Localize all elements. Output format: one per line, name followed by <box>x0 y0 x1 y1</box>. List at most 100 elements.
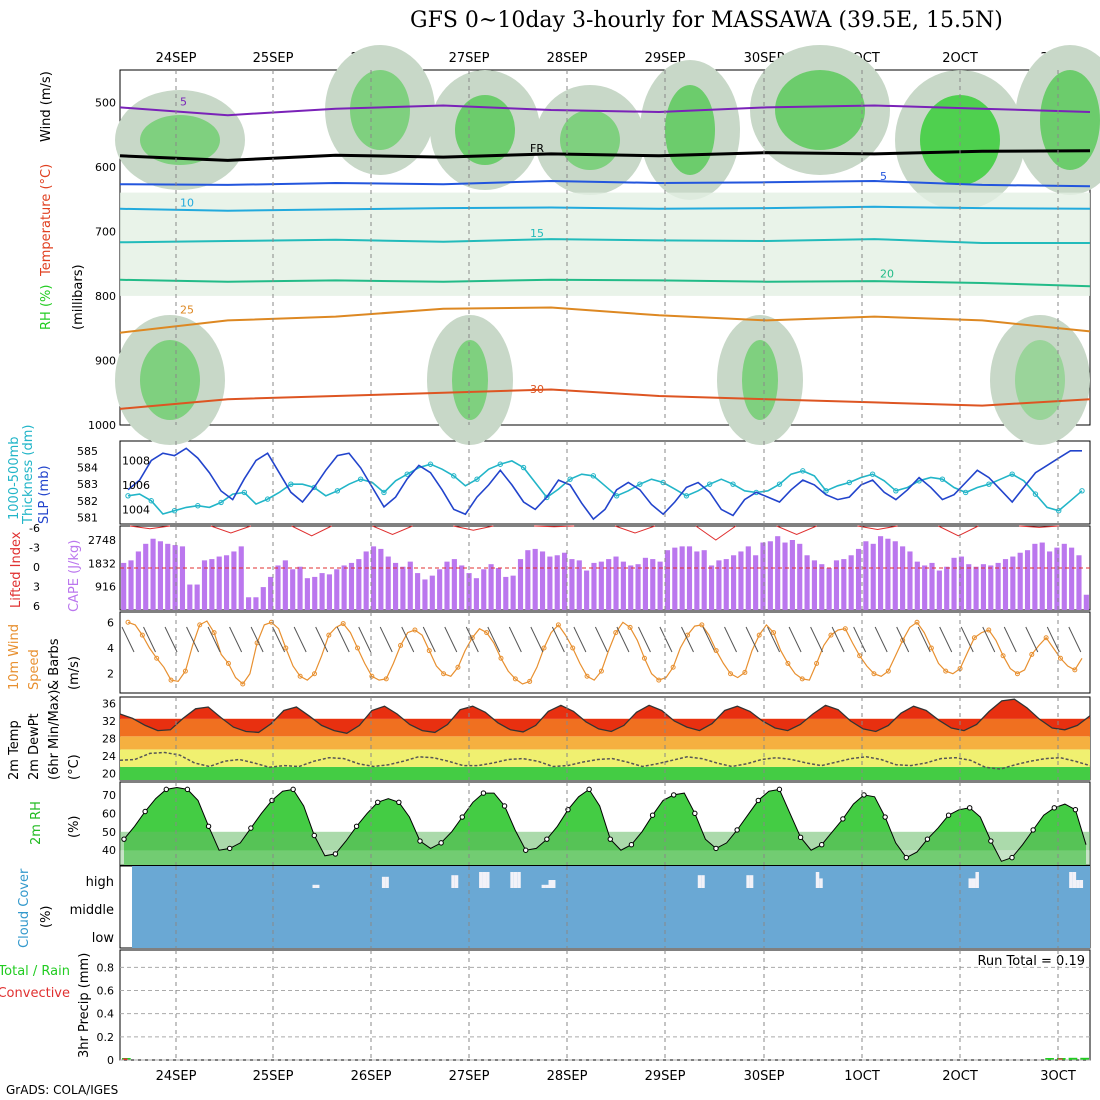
data-point <box>962 489 969 496</box>
y-tick-label: 584 <box>77 462 98 475</box>
cape-bar <box>797 543 803 610</box>
cloud-high-bar <box>486 872 490 888</box>
cape-bar <box>642 557 648 610</box>
data-point <box>283 645 289 651</box>
data-point <box>771 630 777 636</box>
data-point <box>1072 667 1078 673</box>
rh-shading <box>920 95 1000 185</box>
cape-bar <box>510 575 516 610</box>
data-point <box>148 498 154 504</box>
date-label-top: 29SEP <box>645 51 686 66</box>
data-point <box>381 489 387 496</box>
wind-speed-line <box>127 620 1083 685</box>
data-point <box>900 637 906 643</box>
y-tick-label: 32 <box>102 715 116 728</box>
cape-bar <box>165 543 171 610</box>
isotherm-line <box>119 149 1091 162</box>
y-tick-label: 1832 <box>88 557 116 570</box>
cloud-high-bar <box>548 880 552 888</box>
data-point <box>823 488 829 494</box>
cloud-high-bar <box>1076 880 1080 888</box>
data-point <box>903 854 909 861</box>
y-tick-label: 1000 <box>88 419 116 432</box>
cape-bar <box>121 562 127 610</box>
y-tick-label: 0.6 <box>97 985 115 998</box>
cape-bar <box>767 541 773 610</box>
cape-bar <box>209 559 215 610</box>
data-point <box>154 655 160 661</box>
data-point <box>819 842 825 848</box>
data-point <box>142 808 148 815</box>
cape-bar <box>334 569 340 610</box>
data-point <box>800 468 806 474</box>
data-point <box>1056 508 1062 514</box>
data-point <box>459 814 465 820</box>
data-point <box>584 673 590 679</box>
data-point <box>670 664 676 670</box>
y-tick-label: 70 <box>102 789 116 802</box>
cape-bar <box>716 560 722 610</box>
rh-shading <box>560 110 620 170</box>
y-tick-label: 20 <box>102 767 116 780</box>
wind-barb <box>767 626 781 653</box>
data-point <box>311 832 317 839</box>
cape-bar <box>150 538 156 610</box>
rh-line <box>123 786 1087 862</box>
date-label-bottom: 2OCT <box>942 1069 978 1084</box>
data-point <box>869 471 876 477</box>
data-point <box>184 786 191 793</box>
isotherm-label: 25 <box>180 304 194 317</box>
cloud-high-bar <box>746 875 750 888</box>
date-label-top: 24SEP <box>156 51 197 66</box>
data-point <box>1057 655 1063 661</box>
cape-bar <box>841 559 847 610</box>
data-point <box>567 476 573 482</box>
cape-bar <box>870 543 876 610</box>
y-tick-label: middle <box>70 903 114 918</box>
wind-barb <box>702 626 716 653</box>
cape-bar <box>547 556 553 610</box>
data-point <box>544 836 550 842</box>
wind-barb <box>745 626 759 653</box>
cape-bar <box>848 555 854 610</box>
cape-bar <box>128 560 134 610</box>
data-point <box>426 648 432 654</box>
y-tick-label: high <box>86 875 114 890</box>
wind-barb <box>164 626 178 653</box>
cloud-high-bar <box>541 884 546 888</box>
li-line <box>1019 525 1060 528</box>
cape-bar <box>253 597 259 610</box>
data-point <box>240 681 246 687</box>
cape-bar <box>488 564 494 610</box>
wind-barb <box>831 626 845 653</box>
wind-barb <box>681 626 694 653</box>
data-point <box>512 676 518 682</box>
li-line <box>453 525 494 531</box>
isotherm-label: 5 <box>180 96 187 109</box>
isotherm-line <box>119 278 1091 288</box>
data-point <box>139 632 145 638</box>
data-point <box>396 799 402 805</box>
cape-bar <box>326 574 333 610</box>
cloud-high-bar <box>749 875 754 888</box>
li-line <box>614 525 656 534</box>
cape-bar <box>216 556 222 610</box>
cape-bar <box>1010 556 1016 610</box>
cape-bar <box>223 555 230 610</box>
cloud-high-bar <box>815 872 820 888</box>
wind-barb <box>1046 626 1060 653</box>
cloud-high-bar <box>312 884 316 888</box>
y-tick-label: 582 <box>77 495 98 508</box>
cape-bar <box>1047 551 1053 610</box>
data-point <box>455 664 461 670</box>
data-point <box>613 630 619 636</box>
cloud-high-bar <box>1069 872 1073 888</box>
cape-bar <box>201 560 208 610</box>
rain-bar <box>1068 1057 1078 1060</box>
data-point <box>776 481 783 487</box>
wind-barb <box>250 626 264 653</box>
y-axis-label: RH (%) <box>39 285 54 330</box>
panel-precip <box>119 949 1091 1061</box>
cape-bar <box>584 570 590 610</box>
data-point <box>713 845 719 852</box>
